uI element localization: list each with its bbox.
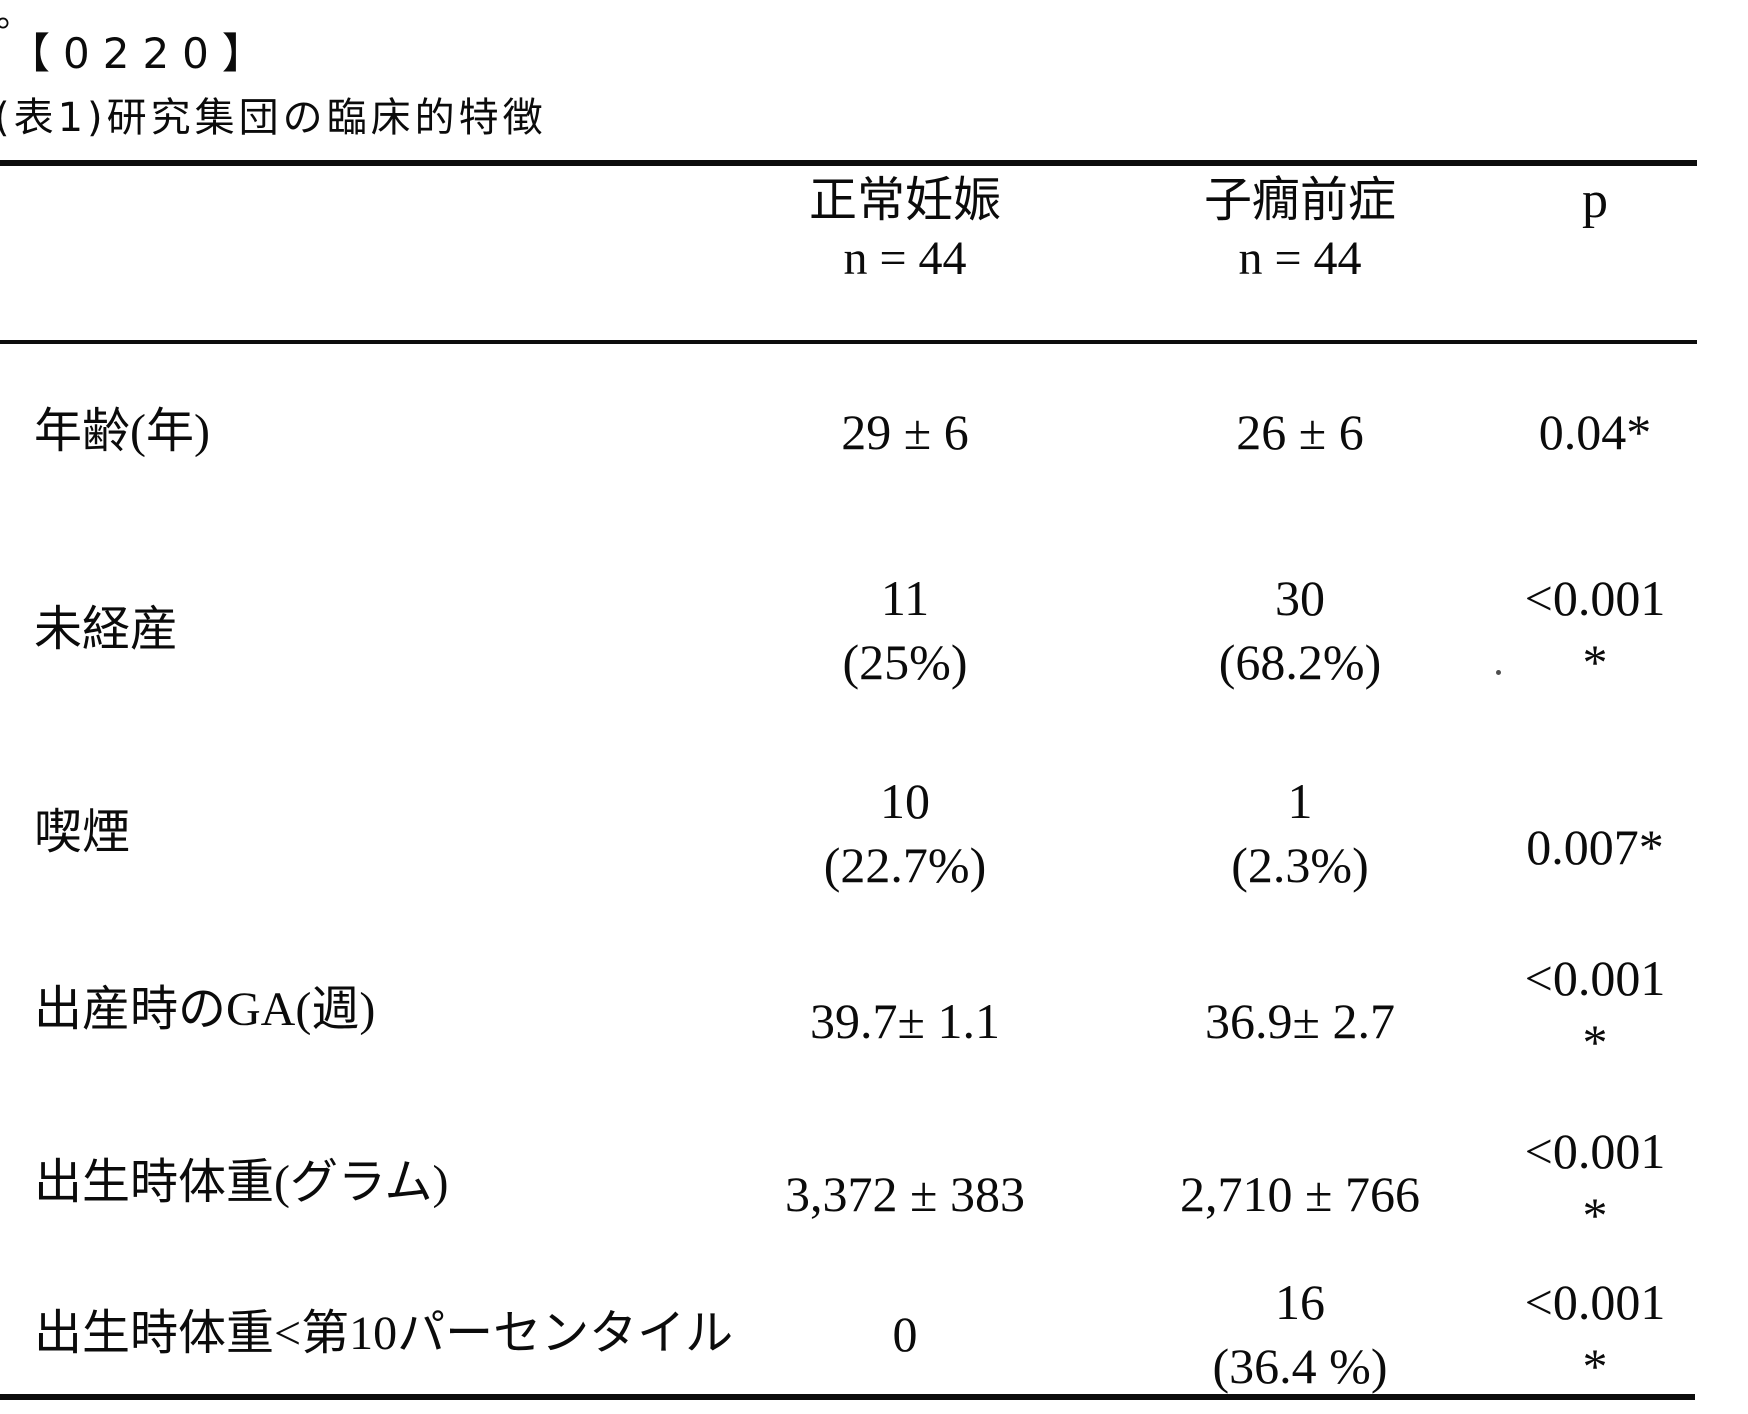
- row-label-birth-weight-percentile: 出生時体重<第10パーセンタイル: [34, 1307, 734, 1360]
- col-header-p-label: p: [1582, 172, 1608, 229]
- value-line: *: [1582, 634, 1608, 690]
- cell-ga-p: <0.001 *: [1500, 946, 1690, 1074]
- cell-birth-weight-normal: 3,372 ± 383: [710, 1139, 1100, 1226]
- value-line: (25%): [842, 634, 968, 690]
- value-line: 1: [1287, 772, 1313, 829]
- value-line: 2,710 ± 766: [1180, 1166, 1420, 1222]
- value-line: (68.2%): [1218, 634, 1382, 690]
- row-label-smoking: 喫煙: [34, 805, 131, 859]
- value-line: (22.7%): [823, 836, 987, 893]
- cell-age-normal: 29 ± 6: [710, 400, 1100, 464]
- value-line: 11: [880, 570, 930, 626]
- col-header-p-value: p: [1500, 172, 1690, 288]
- value-line: 10: [880, 772, 930, 829]
- col-header-normal-pregnancy-n: n = 44: [843, 232, 967, 285]
- cell-age-p: 0.04*: [1500, 400, 1690, 464]
- cell-nulliparity-normal: 11 (25%): [710, 566, 1100, 694]
- row-label-nulliparity: 未経産: [34, 603, 179, 656]
- value-line: 30: [1275, 570, 1325, 626]
- value-line: 0.007*: [1526, 818, 1664, 875]
- value-line: 29 ± 6: [841, 403, 969, 460]
- value-line: *: [1582, 1186, 1608, 1243]
- table-row-birth-weight-percentile: 出生時体重<第10パーセンタイル 0 16 (36.4 %) <0.001 *: [0, 1270, 1690, 1397]
- col-header-normal-pregnancy: 正常妊娠 n = 44: [710, 172, 1100, 288]
- stray-period-mark: 。: [0, 0, 32, 33]
- value-line: 39.7± 1.1: [810, 992, 1000, 1049]
- table-row-birth-weight: 出生時体重(グラム) 3,372 ± 383 2,710 ± 766 <0.00…: [0, 1095, 1690, 1270]
- value-line: 0.04*: [1538, 403, 1652, 460]
- cell-birth-weight-p: <0.001 *: [1500, 1119, 1690, 1247]
- table-top-rule: [0, 160, 1697, 166]
- value-line: (2.3%): [1231, 836, 1369, 893]
- value-line: *: [1582, 1014, 1608, 1070]
- cell-smoking-preeclampsia: 1 (2.3%): [1100, 769, 1500, 897]
- value-line: 16: [1275, 1274, 1325, 1330]
- table-caption: (表1)研究集団の臨床的特徴: [0, 95, 547, 141]
- cell-birth-weight-preeclampsia: 2,710 ± 766: [1100, 1139, 1500, 1226]
- cell-smoking-normal: 10 (22.7%): [710, 769, 1100, 897]
- value-line: (36.4 %): [1212, 1338, 1388, 1394]
- value-line: <0.001: [1524, 1274, 1666, 1330]
- cell-ga-preeclampsia: 36.9± 2.7: [1100, 968, 1500, 1053]
- col-header-normal-pregnancy-title: 正常妊娠: [808, 174, 1001, 227]
- cell-nulliparity-preeclampsia: 30 (68.2%): [1100, 566, 1500, 694]
- cell-ga-normal: 39.7± 1.1: [710, 968, 1100, 1053]
- value-line: <0.001: [1524, 570, 1666, 626]
- col-header-preeclampsia: 子癇前症 n = 44: [1100, 172, 1500, 288]
- table-body: 年齢(年) 29 ± 6 26 ± 6 0.04* 未経産 11 (25%) 3…: [0, 343, 1690, 1397]
- row-label-ga-at-delivery: 出産時のGA(週): [34, 983, 376, 1036]
- value-line: <0.001: [1524, 1122, 1666, 1179]
- header-label-spacer: [0, 172, 710, 288]
- value-line: 36.9± 2.7: [1205, 992, 1395, 1049]
- col-header-preeclampsia-title: 子癇前症: [1203, 174, 1396, 227]
- value-line: 3,372 ± 383: [785, 1166, 1025, 1222]
- cell-smoking-p: 0.007*: [1500, 787, 1690, 879]
- table-row-smoking: 喫煙 10 (22.7%) 1 (2.3%) 0.007*: [0, 740, 1690, 925]
- row-label-age: 年齢(年): [34, 404, 210, 458]
- col-header-preeclampsia-n: n = 44: [1238, 232, 1362, 285]
- table-row-age: 年齢(年) 29 ± 6 26 ± 6 0.04*: [0, 343, 1690, 520]
- row-label-birth-weight: 出生時体重(グラム): [34, 1155, 449, 1209]
- cell-nulliparity-p: <0.001 *: [1500, 566, 1690, 694]
- cell-percentile-p: <0.001 *: [1500, 1270, 1690, 1398]
- value-line: 26 ± 6: [1236, 403, 1364, 460]
- cell-percentile-preeclampsia: 16 (36.4 %): [1100, 1270, 1500, 1398]
- value-line: <0.001: [1524, 950, 1666, 1006]
- cell-age-preeclampsia: 26 ± 6: [1100, 400, 1500, 464]
- table-row-ga-at-delivery: 出産時のGA(週) 39.7± 1.1 36.9± 2.7 <0.001 *: [0, 925, 1690, 1095]
- scan-artifact-dot: [1496, 670, 1501, 675]
- value-line: *: [1582, 1338, 1608, 1394]
- cell-percentile-normal: 0: [710, 1302, 1100, 1366]
- paragraph-number: 【0220】: [8, 29, 277, 78]
- table-header-row: 正常妊娠 n = 44 子癇前症 n = 44 p: [0, 172, 1690, 288]
- table-row-nulliparity: 未経産 11 (25%) 30 (68.2%) <0.001 *: [0, 520, 1690, 740]
- table-header-rule: [0, 340, 1697, 344]
- table-bottom-rule: [0, 1394, 1695, 1400]
- value-line: 0: [892, 1306, 918, 1362]
